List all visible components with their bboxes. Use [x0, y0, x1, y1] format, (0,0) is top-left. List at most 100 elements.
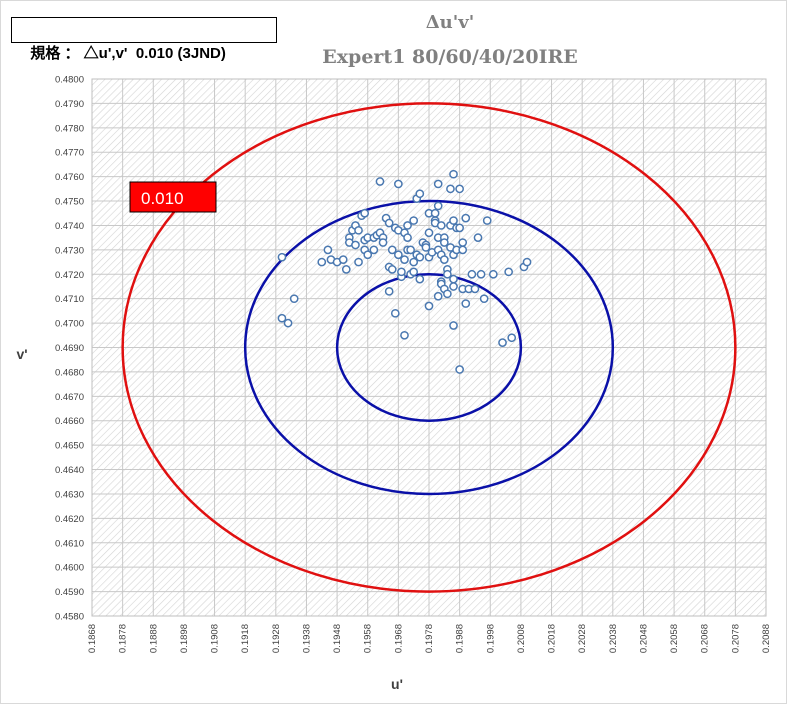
data-point	[467, 269, 477, 279]
y-tick-label: 0.4630	[55, 489, 84, 500]
y-tick-label: 0.4740	[55, 221, 84, 232]
callout-box: 0.010	[129, 181, 217, 213]
x-tick-label: 0.2038	[608, 624, 619, 653]
y-tick-label: 0.4700	[55, 319, 84, 330]
data-point	[458, 245, 468, 255]
x-tick-label: 0.1898	[179, 624, 190, 653]
data-point	[446, 184, 455, 194]
data-point	[504, 267, 514, 277]
y-tick-label: 0.4770	[55, 148, 84, 159]
data-point	[317, 257, 327, 267]
data-point	[476, 269, 486, 279]
plot-border	[91, 78, 767, 617]
y-tick-label: 0.4720	[55, 270, 84, 281]
data-point	[522, 257, 532, 267]
x-tick-label: 0.2028	[577, 624, 588, 653]
tolerance-rings	[121, 102, 737, 593]
x-tick-label: 0.1878	[118, 624, 129, 653]
data-point	[403, 233, 412, 243]
y-tick-label: 0.4750	[55, 197, 84, 208]
tolerance-ring	[243, 199, 615, 496]
data-point	[415, 252, 425, 262]
data-point	[433, 291, 443, 301]
data-point	[498, 338, 507, 347]
data-point	[470, 284, 480, 294]
x-axis-title: u'	[391, 676, 403, 692]
callout-rect	[129, 181, 217, 213]
x-tick-label: 0.1968	[393, 624, 404, 653]
x-tick-label: 0.2008	[516, 624, 527, 653]
x-tick-label: 0.1998	[485, 624, 496, 653]
data-point	[439, 255, 449, 264]
y-tick-label: 0.4690	[55, 343, 84, 354]
data-point	[384, 287, 394, 296]
y-tick-label: 0.4670	[55, 392, 84, 403]
data-point	[482, 216, 492, 225]
x-tick-label: 0.1928	[271, 624, 282, 653]
data-point	[461, 213, 471, 223]
data-point	[449, 216, 458, 225]
callout-label: 0.010	[141, 189, 184, 208]
x-tick-label: 0.1948	[332, 624, 343, 653]
chart-subtitle: Expert1 80/60/40/20IRE	[322, 46, 578, 68]
data-point	[394, 250, 403, 260]
data-point	[443, 289, 452, 299]
data-point	[341, 265, 351, 274]
data-point	[421, 243, 431, 252]
data-point	[400, 255, 409, 264]
data-point	[455, 184, 464, 194]
data-point	[455, 223, 464, 233]
data-point	[351, 240, 360, 250]
y-axis-title: v'	[16, 346, 27, 362]
data-point	[387, 245, 397, 255]
data-point	[415, 189, 425, 199]
data-point	[369, 245, 379, 255]
x-tick-label: 0.2088	[761, 624, 772, 653]
data-point	[449, 321, 458, 330]
data-point	[400, 330, 409, 340]
data-point	[424, 301, 434, 311]
data-point	[443, 269, 452, 279]
x-tick-label: 0.2078	[730, 624, 741, 653]
spec-label-box: 規格 ： △u',v' 0.010 (3JND)	[11, 17, 277, 62]
x-tick-label: 0.2018	[547, 624, 558, 653]
x-tick-label: 0.1868	[87, 624, 98, 653]
data-point	[354, 257, 363, 267]
spec-label: 規格 ： △u',v' 0.010 (3JND)	[30, 45, 226, 62]
y-tick-label: 0.4730	[55, 245, 84, 256]
data-point	[406, 245, 415, 255]
data-point	[323, 245, 333, 255]
x-tick-label: 0.1938	[301, 624, 312, 653]
y-tick-label: 0.4640	[55, 465, 84, 476]
data-point	[449, 274, 458, 284]
data-point	[461, 299, 471, 308]
data-point	[384, 218, 394, 228]
y-tick-label: 0.4580	[55, 612, 84, 623]
data-point	[378, 238, 388, 247]
data-point	[449, 169, 458, 179]
data-point	[409, 257, 419, 267]
data-point	[455, 365, 464, 374]
data-point	[458, 238, 468, 247]
data-point	[277, 252, 287, 262]
y-tick-label: 0.4660	[55, 416, 84, 427]
y-tick-label: 0.4610	[55, 538, 84, 549]
data-point	[394, 179, 403, 189]
data-point	[409, 216, 419, 225]
data-point	[283, 318, 293, 328]
x-tick-label: 0.2058	[669, 624, 680, 653]
data-point	[507, 333, 517, 343]
x-tick-label: 0.1978	[424, 624, 435, 653]
chart-title: Δu'v'	[425, 12, 475, 33]
data-point	[397, 267, 406, 277]
data-point	[479, 294, 489, 304]
y-tick-label: 0.4680	[55, 367, 84, 378]
x-tick-label: 0.1888	[148, 624, 159, 653]
y-tick-label: 0.4780	[55, 123, 84, 134]
data-point	[433, 201, 443, 211]
data-point	[390, 308, 400, 318]
data-point	[387, 265, 397, 274]
data-point	[403, 221, 412, 230]
x-tick-label: 0.1918	[240, 624, 251, 653]
axis-ticks: 0.4580 0.4590 0.4600 0.4610 0.4620 0.4630 0.46…	[55, 75, 772, 654]
